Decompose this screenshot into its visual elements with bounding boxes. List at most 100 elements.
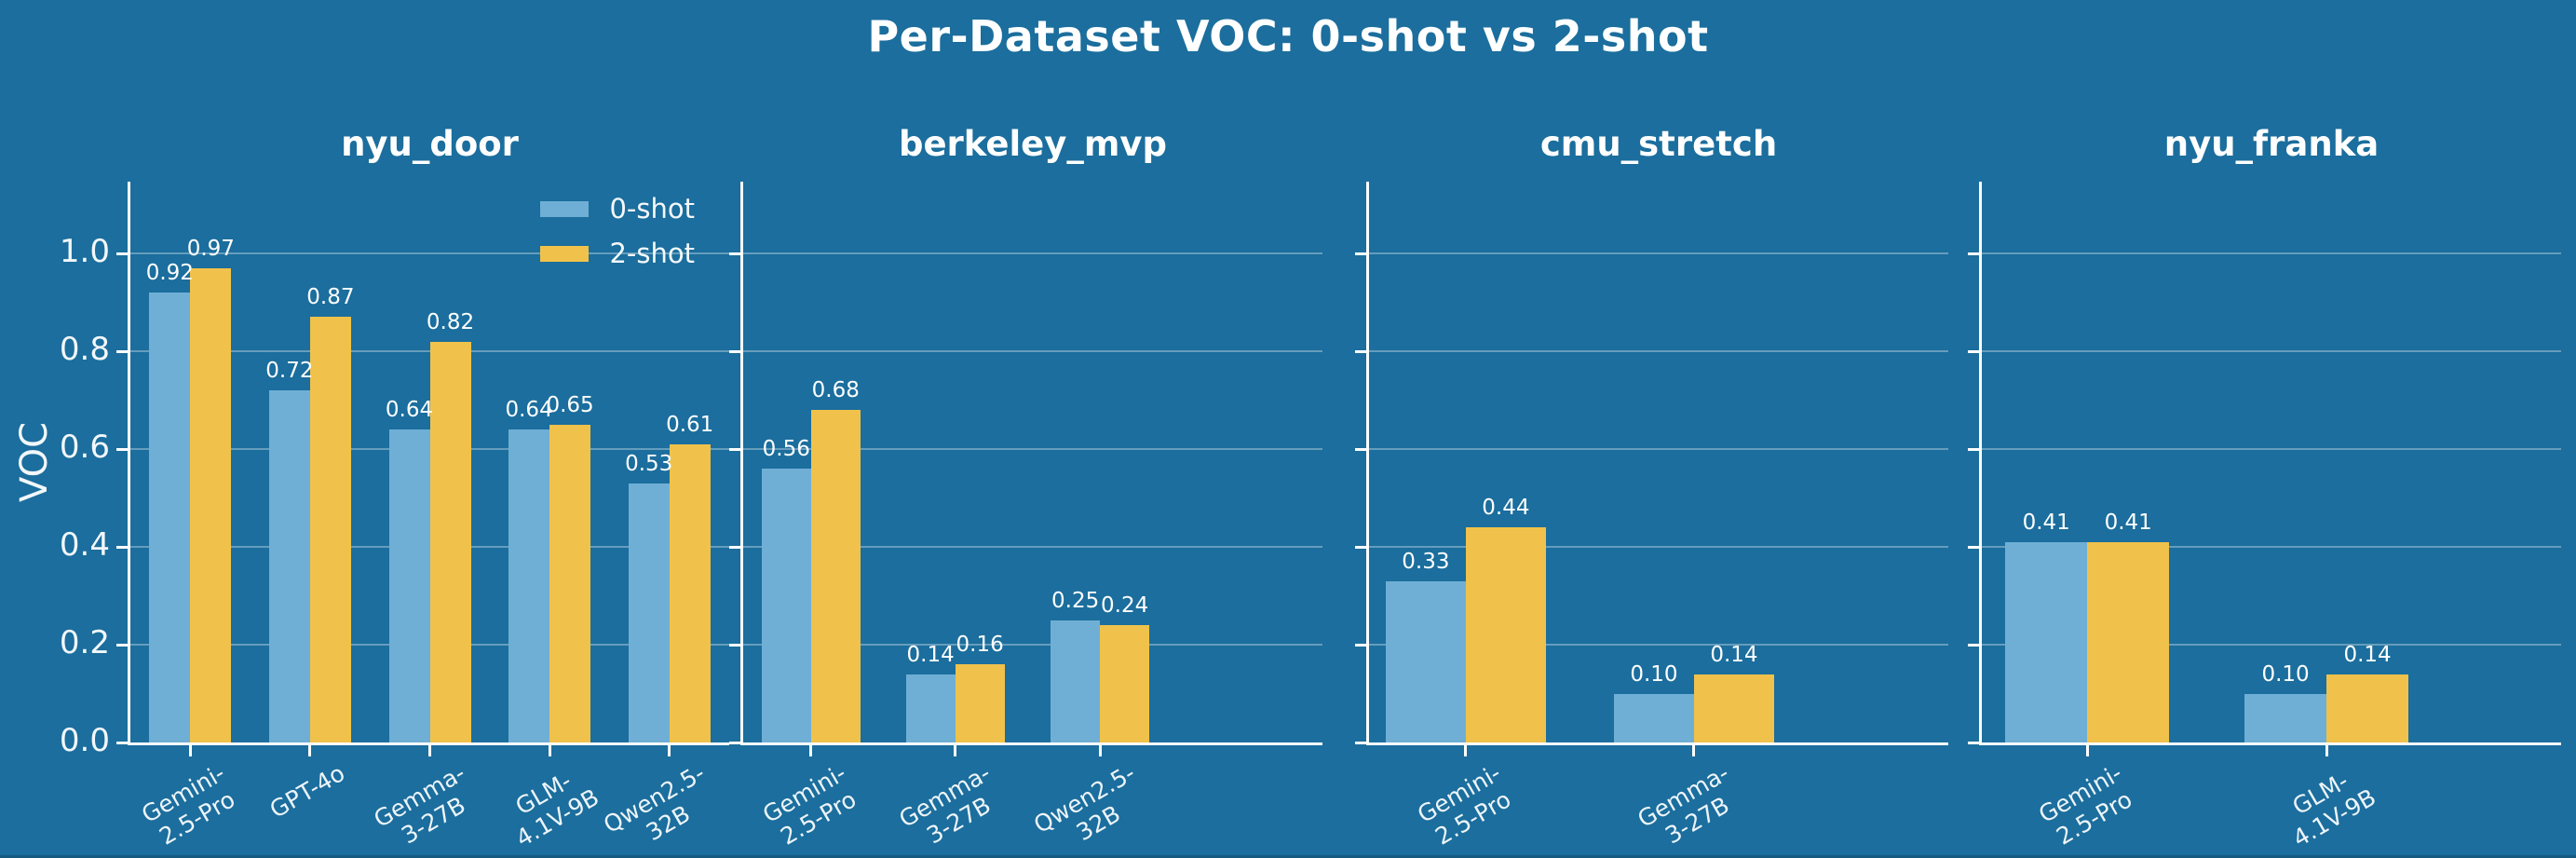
bar-value-label: 0.65 [546,392,594,417]
bar-2-shot-Qwen2.5-32B [669,443,711,742]
legend-entry-2-shot: 2-shot [540,238,695,269]
x-tick-label-Qwen2.5-32B: Qwen2.5- 32B [1029,759,1154,858]
subplot-title: nyu_franka [2163,124,2379,164]
bar-value-label: 0.87 [306,285,355,310]
bar-value-label: 0.53 [625,451,673,476]
x-tick-label-Gemini-2.5-Pro: Gemini- 2.5-Pro [138,759,244,852]
y-tick-mark [1355,741,1366,744]
bar-value-label: 0.64 [505,398,553,422]
x-tick-label-Gemma-3-27B: Gemma- 3-27B [369,759,483,857]
gridline [130,252,729,254]
bar-value-label: 0.41 [2022,510,2070,535]
bar-0-shot-Gemini-2.5-Pro [2005,541,2088,742]
bar-2-shot-Gemma-3-27B [955,664,1005,742]
gridline [1982,546,2561,548]
bar-value-label: 0.92 [145,261,194,285]
x-tick-mark [809,745,813,756]
bar-0-shot-GLM-4.1V-9B [508,429,550,742]
y-tick-mark [116,252,128,255]
bar-value-label: 0.64 [385,398,434,422]
chart-title: Per-Dataset VOC: 0-shot vs 2-shot [867,11,1709,61]
y-tick-mark [116,349,128,353]
bar-2-shot-GLM-4.1V-9B [549,424,591,742]
y-tick-mark [1355,447,1366,451]
bar-0-shot-Qwen2.5-32B [1051,620,1101,742]
x-tick-label-GLM-4.1V-9B: GLM- 4.1V-9B [2274,759,2380,852]
bar-value-label: 0.82 [426,309,475,334]
bar-value-label: 0.24 [1101,593,1149,618]
bar-0-shot-Gemini-2.5-Pro [761,469,811,742]
y-tick-label: 0.8 [59,331,110,368]
x-tick-label-GPT-4o: GPT-4o [265,759,350,824]
x-tick-mark [2085,745,2089,756]
y-tick-mark [1968,349,1979,353]
bar-value-label: 0.72 [265,359,314,383]
gridline [1369,546,1948,548]
y-tick-mark [1968,447,1979,451]
y-tick-mark [1355,643,1366,647]
bar-2-shot-Gemini-2.5-Pro [1465,527,1546,742]
bar-0-shot-Gemma-3-27B [1613,693,1694,742]
gridline [1982,252,2561,254]
bar-0-shot-Gemini-2.5-Pro [149,293,191,742]
bar-0-shot-Gemini-2.5-Pro [1385,580,1466,742]
legend-entry-0-shot: 0-shot [540,193,695,225]
gridline [1369,350,1948,352]
x-tick-label-Gemini-2.5-Pro: Gemini- 2.5-Pro [1413,759,1519,852]
bar-value-label: 0.10 [2261,661,2310,687]
figure-bottom-edge [0,855,2576,858]
subplot-nyu_door: nyu_door 0.0 0.2 0.4 0.6 0.8 1.0 0.92 0.97 Gemini… [60,124,729,851]
y-tick-mark [116,545,128,549]
y-tick-mark [1355,252,1366,255]
x-tick-mark [188,745,192,756]
x-tick-label-GLM-4.1V-9B: GLM- 4.1V-9B [497,759,603,852]
x-tick-label-Qwen2.5-32B: Qwen2.5- 32B [599,759,724,858]
bar-value-label: 0.14 [1710,642,1758,667]
y-tick-mark [729,252,740,255]
y-tick-mark [729,349,740,353]
y-tick-mark [1968,545,1979,549]
gridline [1369,252,1948,254]
x-tick-label-Gemini-2.5-Pro: Gemini- 2.5-Pro [2034,759,2140,852]
bar-value-label: 0.56 [762,437,810,461]
subplot-berkeley_mvp: berkeley_mvp 0.56 0.68 Gemini- 2.5-Pro 0.14 0.… [729,124,1322,850]
gridline [743,448,1322,450]
bar-value-label: 0.97 [186,236,235,261]
gridline [1982,448,2561,450]
bar-value-label: 0.16 [956,633,1004,657]
y-tick-label: 0.0 [59,722,110,759]
bar-2-shot-Gemini-2.5-Pro [190,267,232,742]
bar-0-shot-GLM-4.1V-9B [2244,693,2327,742]
x-tick-label-Gemini-2.5-Pro: Gemini- 2.5-Pro [758,759,864,852]
gridline [1369,644,1948,646]
y-tick-label: 0.4 [59,526,110,564]
bar-value-label: 0.25 [1051,588,1100,613]
bar-value-label: 0.41 [2104,510,2152,535]
bar-0-shot-Gemma-3-27B [388,429,430,742]
x-tick-mark [548,745,551,756]
y-tick-mark [116,741,128,744]
legend-swatch-icon [540,245,590,262]
y-tick-mark [729,545,740,549]
bar-0-shot-Gemma-3-27B [905,674,956,742]
bar-2-shot-GLM-4.1V-9B [2326,674,2409,742]
x-tick-mark [1098,745,1102,756]
subplot-title: cmu_stretch [1539,124,1778,164]
subplot-title: berkeley_mvp [898,124,1168,164]
y-tick-mark [729,643,740,647]
x-tick-mark [1464,745,1468,756]
x-tick-mark [428,745,431,756]
gridline [1982,350,2561,352]
bar-value-label: 0.33 [1402,549,1450,574]
bar-value-label: 0.44 [1482,496,1530,520]
y-tick-mark [1355,349,1366,353]
gridline [743,644,1322,646]
legend-label: 0-shot [609,193,695,225]
x-tick-label-line: GPT-4o [264,759,350,824]
y-tick-mark [1968,643,1979,647]
x-tick-mark [2325,745,2328,756]
gridline [743,350,1322,352]
legend-label: 2-shot [609,238,695,269]
y-tick-mark [116,643,128,647]
